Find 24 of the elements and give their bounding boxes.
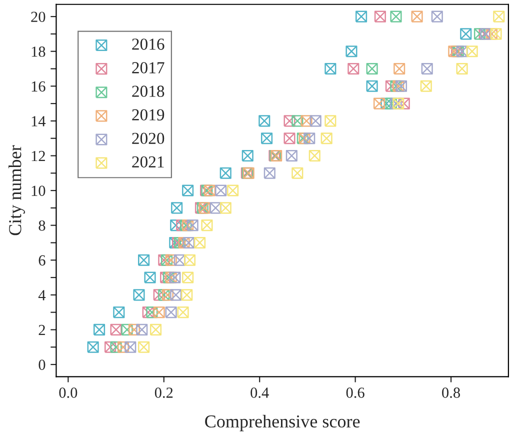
y-tick-label: 6 [38,255,46,266]
x-tick-label: 0.8 [442,388,460,398]
x-axis-title: Comprehensive score [205,414,360,432]
legend-label: 2020 [132,132,164,144]
legend-label: 2018 [132,86,164,97]
y-tick-label: 8 [38,220,46,231]
y-tick-label: 20 [31,12,46,22]
y-tick-label: 10 [32,186,46,196]
y-tick-label: 0 [38,360,46,370]
y-tick-label: 2 [38,324,45,336]
y-tick-label: 14 [32,116,46,126]
legend-label: 2017 [132,62,164,74]
y-tick-label: 12 [32,150,45,162]
legend-label: 2021 [132,156,164,168]
legend-label: 2016 [132,38,164,50]
x-tick-label: 0.4 [250,388,269,398]
x-tick-label: 0.2 [154,388,173,398]
y-axis-title: City number [8,145,25,236]
y-tick-label: 4 [38,290,46,300]
y-tick-label: 18 [32,46,46,57]
y-tick-label: 16 [32,81,46,92]
legend-label: 2019 [132,109,164,120]
x-tick-label: 0.6 [346,388,364,398]
x-tick-label: 0.0 [59,388,78,398]
